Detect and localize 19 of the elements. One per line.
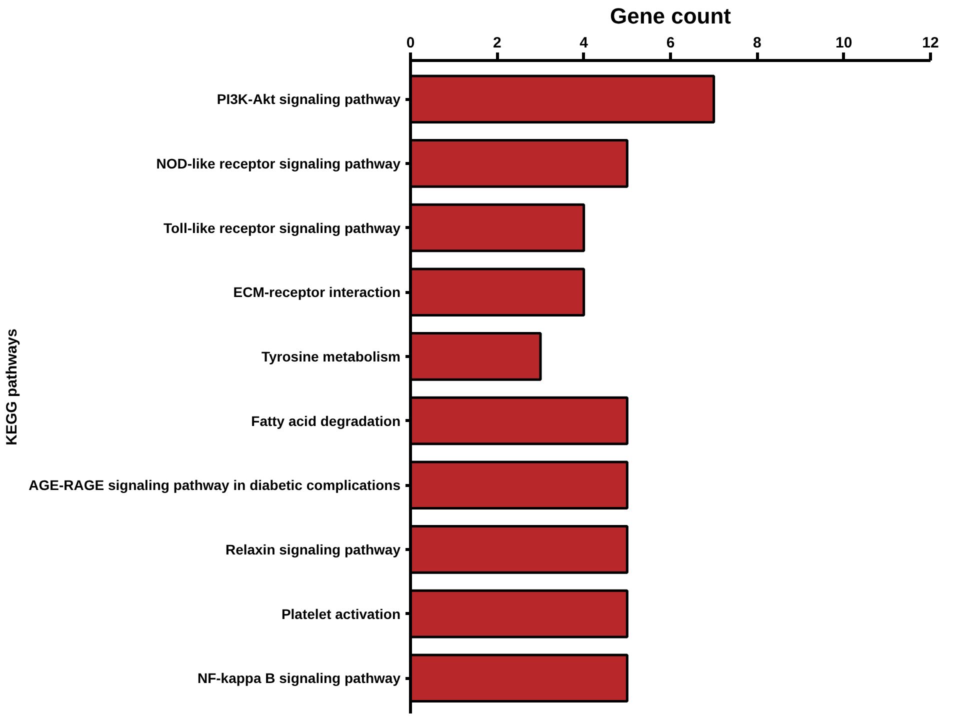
x-axis-title: Gene count	[610, 4, 732, 28]
y-tick-label: NOD-like receptor signaling pathway	[156, 155, 401, 172]
x-tick-label: 0	[406, 34, 415, 52]
x-tick-label: 2	[492, 34, 502, 52]
y-tick-label: AGE-RAGE signaling pathway in diabetic complications	[28, 477, 401, 494]
y-tick-label: Tyrosine metabolism	[262, 348, 401, 364]
y-tick-label: ECM-receptor interaction	[233, 284, 400, 300]
x-tick-label: 4	[580, 34, 589, 52]
y-tick-label: Platelet activation	[281, 606, 401, 622]
y-axis-title: KEGG pathways	[4, 328, 21, 446]
y-tick-label: Fatty acid degradation	[251, 412, 400, 429]
x-tick-label: 12	[922, 34, 939, 52]
x-tick-label: 8	[752, 34, 762, 52]
x-tick-label: 6	[666, 34, 675, 52]
y-tick-label: Toll-like receptor signaling pathway	[163, 220, 401, 236]
y-tick-label: NF-kappa B signaling pathway	[197, 670, 401, 686]
y-tick-label: PI3K-Akt signaling pathway	[216, 91, 401, 108]
x-tick-label: 10	[835, 34, 852, 52]
y-tick-label: Relaxin signaling pathway	[225, 541, 401, 558]
